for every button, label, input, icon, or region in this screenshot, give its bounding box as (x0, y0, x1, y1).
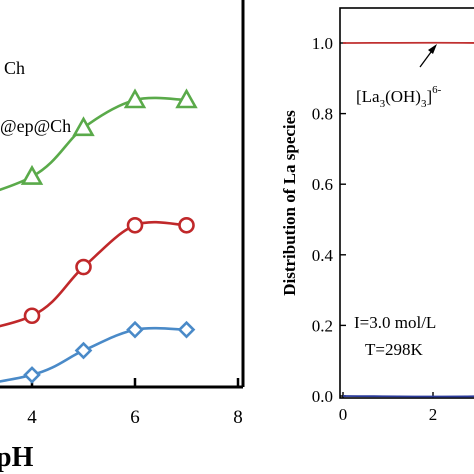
left-x-tick-label-1: 6 (130, 407, 140, 428)
right-x-tick-label-1: 2 (429, 405, 438, 424)
left-series-line-triangle (0, 96, 187, 192)
left-triangle-point-3 (175, 88, 198, 109)
right-series-line-0 (342, 41, 474, 44)
species-sub2: 3 (421, 98, 427, 110)
right-series-line-1 (342, 395, 474, 398)
left-circle-point-2 (126, 216, 144, 234)
left-x-tick-label-0: 4 (27, 407, 37, 428)
left-series-curves (0, 96, 187, 383)
left-triangle-point-2 (123, 88, 147, 109)
species-base: [La (356, 87, 380, 106)
species-sub1: 3 (380, 98, 386, 110)
species-arrow-head (428, 44, 437, 54)
right-y-tick-label-4: 0.8 (312, 105, 333, 124)
species-sup: 6- (432, 84, 442, 96)
left-diamond-point-0 (23, 366, 41, 384)
left-triangle-point-0 (20, 164, 44, 185)
temperature-label: T=298K (365, 340, 423, 359)
left-series-line-diamond (0, 326, 187, 383)
left-diamond-point-3 (177, 320, 196, 339)
right-y-tick-label-3: 0.6 (312, 175, 333, 194)
left-triangle-point-1 (72, 116, 95, 137)
right-y-tick-label-5: 1.0 (312, 34, 333, 53)
right-x-tick-label-0: 0 (339, 405, 348, 424)
left-diamond-point-2 (126, 320, 144, 339)
left-chart: 4 6 8 Ch @ep@Ch pH (0, 0, 245, 473)
right-chart: 0.00.20.40.60.81.0024 Distribution of La… (280, 7, 474, 424)
right-plot-frame (339, 7, 474, 399)
left-diamond-point-1 (74, 341, 93, 360)
right-y-axis-label: Distribution of La species (280, 110, 299, 296)
species-label: [La3(OH)3]6- (356, 84, 442, 110)
right-y-tick-label-0: 0.0 (312, 387, 333, 406)
left-series-markers (20, 88, 198, 384)
left-legend-fragment-2: @ep@Ch (0, 116, 71, 136)
right-y-tick-label-1: 0.2 (312, 316, 333, 335)
left-circle-point-1 (75, 258, 92, 276)
left-x-tick-label-2: 8 (233, 407, 243, 428)
species-close: ] (426, 87, 432, 106)
left-x-axis-label: pH (0, 442, 34, 473)
left-circle-point-3 (178, 216, 195, 234)
left-circle-point-0 (23, 307, 41, 325)
right-y-tick-label-2: 0.4 (312, 246, 334, 265)
left-legend-fragment-1: Ch (4, 58, 25, 78)
ionic-strength-label: I=3.0 mol/L (354, 313, 436, 332)
species-mid: (OH) (385, 87, 421, 106)
